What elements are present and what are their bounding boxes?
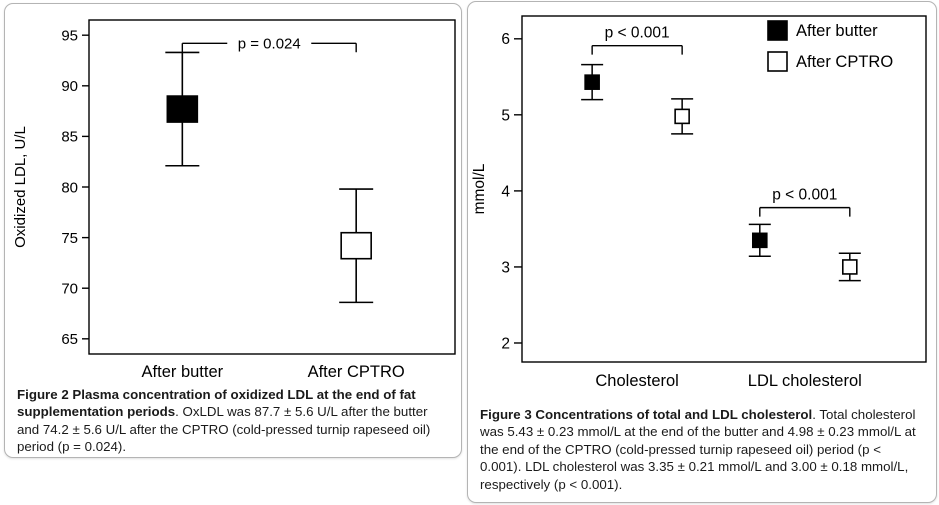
figure2-caption: Figure 2 Plasma concentration of oxidize…	[5, 384, 461, 456]
y-tick-label: 80	[61, 179, 78, 196]
p-value-label: p < 0.001	[772, 187, 837, 204]
figure3-card: 2 3 4 5 6 mmol/L Cholesterol LDL cholesterol p <…	[467, 1, 937, 503]
data-marker	[340, 231, 372, 260]
data-marker	[166, 95, 199, 123]
y-tick-label: 6	[501, 31, 510, 48]
data-marker	[751, 232, 768, 249]
legend-label: After butter	[796, 22, 878, 40]
figure3-caption: Figure 3 Concentrations of total and LDL…	[468, 404, 936, 493]
figure2-oxldl-chart: 65 70 75 80 85 90 95 Oxidized LDL, U/L After but…	[12, 19, 456, 381]
y-tick-label: 70	[61, 280, 78, 297]
x-category-label: Cholesterol	[595, 372, 678, 390]
figure3-cholesterol-chart: 2 3 4 5 6 mmol/L Cholesterol LDL cholesterol p <…	[471, 15, 927, 390]
y-tick-label: 65	[61, 331, 78, 348]
p-value-bracket	[759, 206, 851, 217]
figure2-caption-text: . OxLDL was 87.7 ± 5.6 U/L after the but…	[17, 404, 431, 455]
y-tick-label: 85	[61, 129, 78, 146]
figure3-caption-text: . Total cholesterol was 5.43 ± 0.23 mmol…	[480, 407, 916, 492]
figure3-caption-title: Figure 3 Concentrations of total and LDL…	[480, 407, 813, 422]
data-marker	[841, 259, 858, 275]
y-axis-label: mmol/L	[471, 163, 488, 214]
y-axis-label: Oxidized LDL, U/L	[12, 126, 29, 248]
legend-swatch	[767, 20, 788, 41]
plot-frame	[88, 19, 456, 355]
legend-swatch	[767, 51, 788, 72]
legend-label: After CPTRO	[796, 53, 893, 71]
plot-frame	[521, 15, 927, 363]
y-tick-label: 4	[501, 183, 510, 200]
p-value-label: p < 0.001	[605, 25, 670, 42]
p-value-bracket	[591, 44, 683, 55]
x-category-label: After CPTRO	[308, 363, 405, 381]
figure2-card: 65 70 75 80 85 90 95 Oxidized LDL, U/L After but…	[4, 3, 462, 458]
y-tick-label: 75	[61, 230, 78, 247]
p-value-label: p = 0.024	[238, 35, 301, 52]
y-tick-label: 3	[501, 259, 510, 276]
y-tick-label: 2	[501, 335, 510, 352]
p-value-label-bg	[227, 33, 312, 54]
data-marker	[584, 74, 600, 90]
data-marker	[674, 108, 690, 125]
x-category-label: After butter	[142, 363, 224, 381]
y-tick-label: 95	[61, 27, 78, 44]
figure2-caption-title: Figure 2 Plasma concentration of oxidize…	[17, 387, 416, 420]
x-category-label: LDL cholesterol	[748, 372, 862, 390]
y-tick-label: 90	[61, 78, 78, 95]
y-tick-label: 5	[501, 107, 510, 124]
